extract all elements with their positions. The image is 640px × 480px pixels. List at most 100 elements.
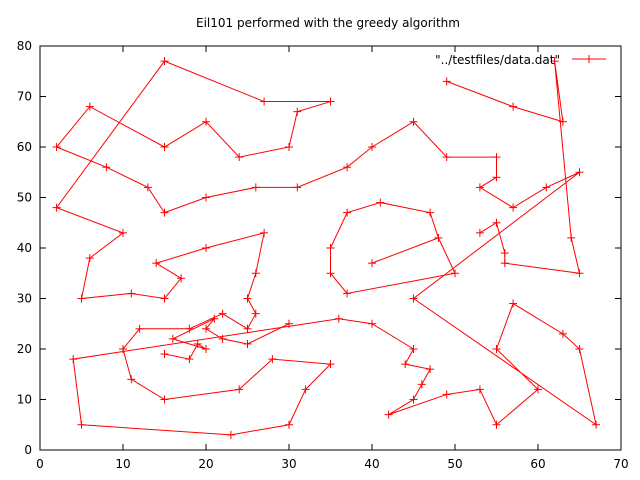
data-point bbox=[326, 360, 335, 369]
x-tick-label: 50 bbox=[447, 457, 462, 471]
data-point bbox=[301, 385, 310, 394]
data-point bbox=[293, 183, 302, 192]
data-point bbox=[285, 143, 293, 151]
route-segment-1 bbox=[164, 318, 290, 360]
data-point bbox=[285, 319, 293, 328]
data-point bbox=[451, 269, 459, 278]
data-point bbox=[119, 345, 127, 353]
data-point bbox=[160, 294, 169, 303]
data-point bbox=[326, 269, 335, 278]
y-tick-label: 70 bbox=[17, 90, 32, 104]
data-point bbox=[293, 107, 302, 116]
chart-title: Eil101 performed with the greedy algorit… bbox=[196, 16, 460, 30]
data-point bbox=[492, 153, 501, 162]
data-point bbox=[442, 77, 451, 86]
data-point bbox=[52, 203, 61, 212]
data-point bbox=[542, 183, 551, 192]
data-point bbox=[509, 299, 518, 308]
data-point bbox=[376, 198, 385, 207]
data-point bbox=[202, 345, 210, 353]
data-point bbox=[409, 117, 418, 126]
data-point bbox=[251, 309, 260, 318]
data-point bbox=[442, 390, 451, 399]
route-segment-0 bbox=[55, 60, 597, 436]
data-point bbox=[550, 57, 559, 66]
data-point bbox=[558, 117, 567, 126]
data-point bbox=[160, 350, 169, 359]
data-point bbox=[168, 334, 177, 343]
route-segment-4 bbox=[371, 237, 439, 264]
data-point bbox=[409, 395, 418, 404]
data-point bbox=[567, 233, 576, 242]
data-point bbox=[160, 395, 169, 404]
data-point bbox=[235, 385, 244, 394]
data-point bbox=[492, 218, 501, 227]
data-point bbox=[202, 193, 210, 202]
data-point bbox=[426, 365, 435, 374]
data-point bbox=[285, 420, 293, 429]
data-point bbox=[202, 324, 210, 333]
legend-series-label: "../testfiles/data.dat" bbox=[435, 53, 560, 67]
x-tick-label: 60 bbox=[530, 457, 545, 471]
data-point bbox=[426, 208, 435, 217]
axis-ticks: 0 10 20 30 40 50 60 70 0 10 20 30 40 50 60 70 80 bbox=[17, 39, 629, 471]
y-tick-label: 30 bbox=[17, 292, 32, 306]
legend-marker bbox=[585, 55, 593, 63]
data-point bbox=[251, 269, 260, 278]
data-point bbox=[442, 153, 451, 162]
data-point bbox=[243, 339, 252, 348]
data-point bbox=[226, 430, 235, 439]
data-point bbox=[326, 244, 335, 252]
x-tick-label: 70 bbox=[613, 457, 628, 471]
data-point bbox=[575, 345, 584, 353]
x-tick-label: 40 bbox=[364, 457, 379, 471]
data-point bbox=[334, 314, 343, 323]
route-segment-2 bbox=[446, 61, 581, 274]
data-point bbox=[251, 183, 260, 192]
data-point bbox=[202, 244, 210, 252]
route-segment-3 bbox=[330, 202, 456, 294]
data-point bbox=[575, 269, 584, 278]
data-point bbox=[127, 289, 136, 298]
x-tick-label: 30 bbox=[281, 457, 296, 471]
y-tick-label: 60 bbox=[17, 140, 32, 154]
data-point bbox=[268, 355, 277, 364]
data-point bbox=[202, 117, 210, 126]
data-point bbox=[143, 183, 152, 192]
y-tick-label: 40 bbox=[17, 241, 32, 255]
x-tick-label: 0 bbox=[36, 457, 44, 471]
data-point bbox=[534, 385, 542, 394]
data-point bbox=[69, 355, 78, 364]
data-point bbox=[343, 289, 352, 298]
data-point bbox=[119, 228, 127, 237]
data-point bbox=[243, 324, 252, 333]
data-point bbox=[409, 294, 418, 303]
y-tick-label: 20 bbox=[17, 342, 32, 356]
plot-frame bbox=[39, 45, 622, 451]
data-point bbox=[210, 314, 219, 323]
x-tick-label: 10 bbox=[115, 457, 130, 471]
data-point bbox=[102, 163, 111, 172]
data-point bbox=[160, 143, 169, 151]
data-point bbox=[185, 355, 194, 364]
data-point bbox=[492, 420, 501, 429]
data-point bbox=[326, 97, 335, 106]
data-point bbox=[368, 319, 376, 328]
data-point bbox=[575, 168, 584, 177]
legend: "../testfiles/data.dat" bbox=[435, 53, 606, 67]
data-point bbox=[509, 203, 518, 212]
data-point bbox=[475, 183, 484, 192]
data-point bbox=[409, 345, 418, 353]
data-point bbox=[500, 259, 509, 268]
data-point bbox=[218, 334, 227, 343]
data-point bbox=[592, 420, 601, 429]
data-point bbox=[177, 274, 186, 283]
data-point bbox=[343, 163, 352, 172]
data-point bbox=[558, 329, 567, 338]
data-point bbox=[417, 380, 426, 389]
data-point bbox=[77, 294, 86, 303]
data-point bbox=[85, 102, 94, 111]
data-point bbox=[193, 339, 202, 348]
data-point bbox=[401, 360, 410, 369]
